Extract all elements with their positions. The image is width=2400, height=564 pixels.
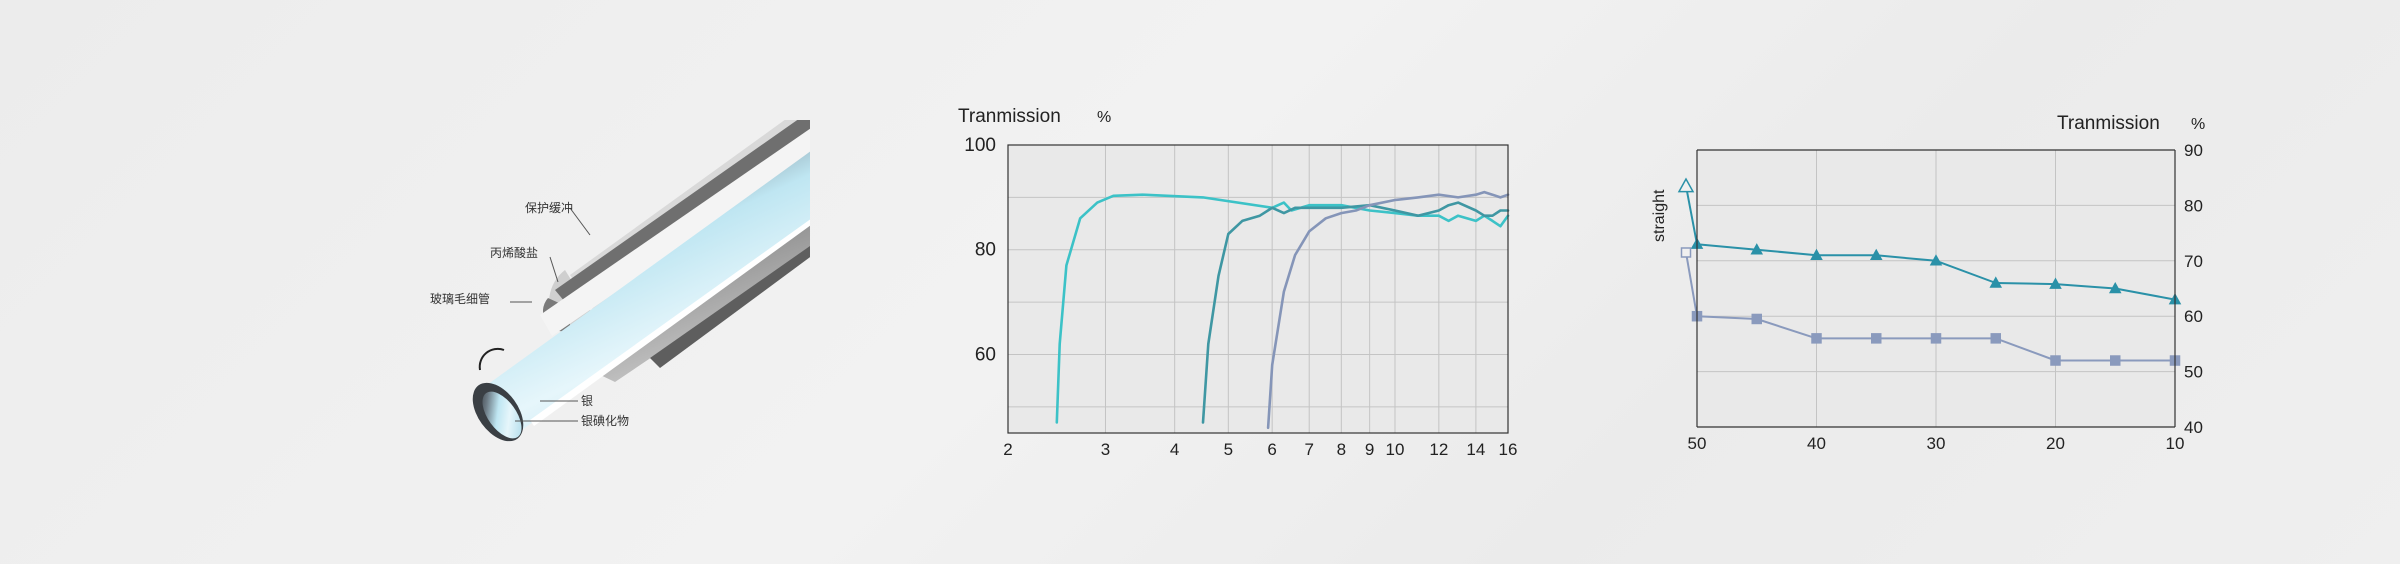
chart2-point-2	[1990, 333, 2001, 344]
chart2-point-1	[2108, 281, 2122, 294]
chart1-x-tick-label: 9	[1365, 440, 1374, 459]
chart2-x-tick-label: 20	[2046, 434, 2065, 453]
label-silver: 银	[581, 394, 593, 408]
chart2-point-1	[1869, 248, 1883, 261]
chart1-x-tick-label: 14	[1466, 440, 1485, 459]
chart1-series-line-2	[1201, 201, 1510, 424]
chart2-y-tick-label: 70	[2184, 252, 2203, 271]
chart2-x-tick-label: 30	[1927, 434, 1946, 453]
chart1-x-tick-label: 8	[1337, 440, 1346, 459]
chart2-point-1	[1750, 243, 1764, 255]
glass-capillary-layer	[540, 128, 810, 336]
chart1-x-tick-label: 16	[1499, 440, 1518, 459]
chart1-x-tick-label: 5	[1224, 440, 1233, 459]
chart1-title: Tranmission	[958, 106, 1061, 127]
chart2-y-tick-label: 60	[2184, 307, 2203, 326]
label-acrylate: 丙烯酸盐	[490, 245, 538, 260]
chart2-y-tick-label: 40	[2184, 418, 2203, 437]
chart2-point-1	[1810, 248, 1823, 261]
chart1-x-tick-label: 12	[1429, 440, 1448, 459]
chart2-series-line-1	[1685, 185, 2176, 301]
acrylate-leader	[549, 256, 559, 283]
chart1-plot-bg	[1008, 145, 1508, 433]
chart2-y-tick-label: 90	[2184, 141, 2203, 160]
chart1-y-tick-label: 100	[964, 135, 996, 156]
chart1-series-line-3	[1266, 190, 1510, 430]
chart1-x-tick-label: 7	[1304, 440, 1313, 459]
chart1-x-tick-label: 2	[1003, 440, 1012, 459]
transmission-chart-1-svg: Tranmission % 2 3 4 5 6 7 8 9 10 12 14 16 60 80 100	[958, 106, 1518, 459]
chart1-x-tick-label: 4	[1170, 440, 1179, 459]
chart2-straight-marker-1	[1677, 177, 1695, 193]
chart2-straight-label: straight	[1651, 189, 1668, 242]
chart2-point-2	[1930, 333, 1942, 344]
chart2-point-2	[1811, 333, 1822, 344]
chart2-title: Tranmission	[2057, 113, 2160, 134]
chart2-x-tick-label: 40	[1807, 434, 1826, 453]
buffer-leader	[569, 207, 591, 236]
chart1-unit: %	[1097, 109, 1111, 126]
chart1-x-tick-label: 6	[1267, 440, 1276, 459]
chart2-series-line-2	[1685, 252, 2175, 362]
chart2-y-tick-label: 80	[2184, 196, 2203, 215]
chart2-point-1	[1989, 276, 2003, 288]
label-silver-iodide: 银碘化物	[581, 414, 629, 428]
chart2-x-tick-label: 50	[1688, 434, 1707, 453]
transmission-chart-2-svg: Tranmission % straight 50 40 30 20 104050607…	[1651, 113, 2205, 453]
chart2-point-2	[1871, 333, 1882, 344]
chart1-y-tick-label: 80	[975, 240, 996, 261]
chart2-y-tick-label: 50	[2184, 363, 2203, 382]
chart2-point-2	[1751, 313, 1762, 325]
transmission-chart-1: Tranmission % 2 3 4 5 6 7 8 9 10 12 14 16 60 80 100	[940, 95, 1540, 475]
chart2-point-2	[2110, 355, 2121, 366]
transmission-chart-2: Tranmission % straight 50 40 30 20 10 40 50 60 7…	[1640, 100, 2240, 470]
end-arc	[478, 347, 505, 371]
fiber-diagram: 保护缓冲 丙烯酸盐 玻璃毛细管 银 银碘化物	[420, 120, 820, 450]
chart1-x-tick-label: 3	[1101, 440, 1110, 459]
chart2-straight-marker-2	[1680, 247, 1692, 258]
fiber-diagram-svg: 保护缓冲 丙烯酸盐 玻璃毛细管 银 银碘化物	[430, 120, 810, 442]
chart2-x-tick-label: 10	[2166, 434, 2185, 453]
label-buffer: 保护缓冲	[525, 200, 573, 215]
core-end-inner	[482, 391, 522, 439]
chart1-y-tick-label: 60	[975, 344, 996, 365]
chart1-frame	[1007, 144, 1509, 434]
silver-core	[480, 151, 810, 435]
chart2-point-1	[1929, 254, 1943, 266]
silver-iodide-layer	[530, 219, 810, 426]
chart2-unit: %	[2191, 116, 2205, 133]
chart1-x-tick-label: 10	[1386, 440, 1405, 459]
label-glass-capillary: 玻璃毛细管	[430, 291, 490, 306]
lower-stripe	[650, 246, 810, 368]
chart1-series-line-1	[1055, 193, 1510, 424]
chart2-point-2	[2050, 355, 2061, 366]
chart2-point-1	[2049, 277, 2062, 289]
